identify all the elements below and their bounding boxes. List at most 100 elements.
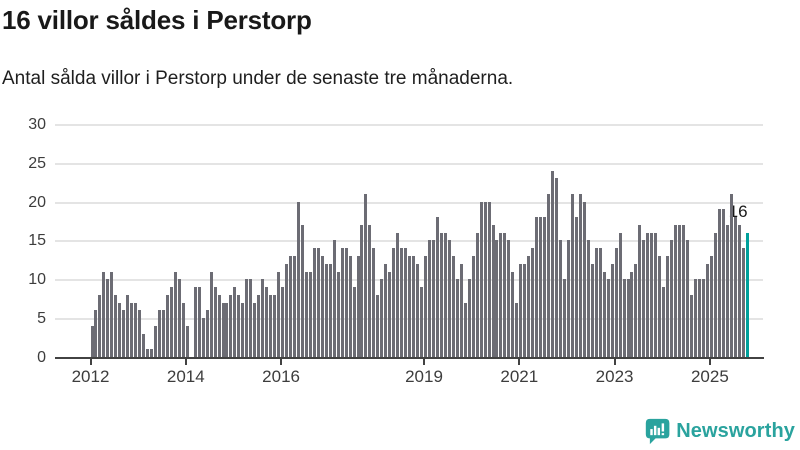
bar: [292, 256, 296, 357]
bar: [356, 256, 360, 357]
bar: [185, 325, 189, 357]
bar: [289, 256, 293, 357]
bar: [122, 310, 126, 357]
bar: [606, 279, 610, 357]
bar: [296, 201, 300, 357]
bar: [114, 294, 118, 357]
bar: [165, 294, 169, 357]
x-tick-mark: [518, 359, 521, 365]
x-tick-mark: [708, 359, 711, 365]
bar: [269, 294, 273, 357]
bar: [586, 240, 590, 357]
bar: [94, 310, 98, 357]
gridline: [55, 123, 763, 126]
bar: [213, 287, 217, 357]
bar: [392, 248, 396, 357]
y-tick-label: 0: [37, 349, 46, 366]
bar: [642, 240, 646, 357]
bar: [412, 256, 416, 357]
bar: [471, 256, 475, 357]
bar: [618, 232, 622, 357]
bar: [424, 256, 428, 357]
bar: [475, 232, 479, 357]
bar: [344, 248, 348, 357]
x-tick-label: 2012: [71, 367, 110, 386]
bar: [253, 302, 257, 357]
bar: [523, 263, 527, 357]
bar: [562, 279, 566, 357]
bar: [197, 287, 201, 357]
bar: [201, 318, 205, 357]
bar: [495, 240, 499, 357]
bar: [340, 248, 344, 357]
bar: [705, 263, 709, 357]
bar: [384, 263, 388, 357]
newsworthy-logo: Newsworthy: [645, 413, 795, 449]
bar: [531, 248, 535, 357]
bar: [614, 248, 618, 357]
bar: [408, 256, 412, 357]
bar: [654, 232, 658, 357]
bar: [539, 217, 543, 357]
bar: [555, 178, 559, 357]
bar: [285, 263, 289, 357]
bar: [221, 302, 225, 357]
bar: [205, 310, 209, 357]
bar: [503, 232, 507, 357]
bar: [709, 256, 713, 357]
bar: [578, 193, 582, 357]
x-tick-label: 2019: [405, 367, 443, 386]
bar: [737, 224, 741, 357]
bar: [372, 248, 376, 357]
bar: [281, 287, 285, 357]
bar: [713, 232, 717, 357]
bar: [682, 224, 686, 357]
bar: [443, 232, 447, 357]
bar: [455, 279, 459, 357]
bar: [245, 279, 249, 357]
bar: [316, 248, 320, 357]
x-tick-label: 2021: [500, 367, 539, 386]
x-tick-mark: [423, 359, 426, 365]
bar: [368, 224, 372, 357]
bar: [102, 271, 106, 357]
gridline: [55, 162, 763, 165]
bar: [741, 248, 745, 357]
bar: [312, 248, 316, 357]
bar: [701, 279, 705, 357]
bar: [249, 279, 253, 357]
bar: [634, 263, 638, 357]
bar: [451, 256, 455, 357]
bar: [130, 302, 134, 357]
bar: [566, 240, 570, 357]
brand-name: Newsworthy: [676, 419, 795, 442]
y-tick-label: 20: [28, 193, 46, 211]
bar: [435, 217, 439, 357]
bar: [733, 217, 737, 357]
bar: [431, 240, 435, 357]
x-tick-label: 2016: [262, 367, 300, 386]
bar: [336, 271, 340, 357]
bar: [396, 232, 400, 357]
bar: [193, 287, 197, 357]
y-tick-label: 30: [28, 115, 46, 133]
bar: [400, 248, 404, 357]
bar: [467, 279, 471, 357]
bar: [348, 256, 352, 357]
bar: [630, 271, 634, 357]
bar: [459, 263, 463, 357]
bar: [157, 310, 161, 357]
bar: [515, 302, 519, 357]
bar: [559, 240, 563, 357]
bar: [582, 201, 586, 357]
bar: [161, 310, 165, 357]
bar: [507, 240, 511, 357]
x-tick-label: 2023: [595, 367, 634, 386]
bar: [261, 279, 265, 357]
bar: [574, 217, 578, 357]
bar: [527, 256, 531, 357]
bar: [98, 294, 102, 357]
bar: [265, 287, 269, 357]
